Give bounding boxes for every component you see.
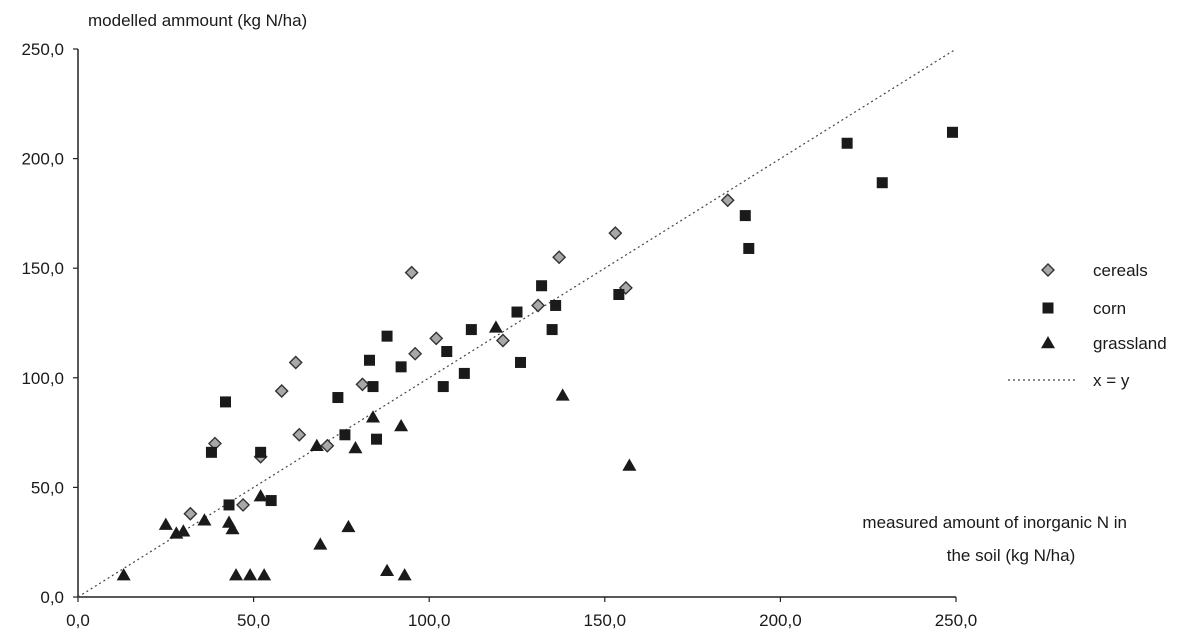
y-tick-label: 100,0 [21,369,64,388]
legend-grassland-swatch [1041,336,1055,349]
corn-point [437,381,449,393]
y-tick-label: 0,0 [40,588,64,607]
tick-labels: 0,0 50,0 100,0 150,0 200,0 250,0 0,0 50,0 100,0 1… [21,40,977,630]
corn-point [220,396,232,408]
corn-point [511,306,523,318]
grassland-point [229,568,244,581]
cereals-point [292,427,307,442]
identity-line [77,48,957,598]
x-tick-label: 0,0 [66,611,90,630]
corn-point [381,330,393,342]
grassland-point [555,388,570,401]
grassland-point [348,440,363,454]
corn-point [265,495,277,507]
cereals-point [320,438,335,453]
x-tick-label: 200,0 [759,611,802,630]
corn-point [550,299,562,311]
x-tick-label: 100,0 [408,611,451,630]
corn-point [739,210,751,222]
grassland-point [116,568,131,581]
corn-point [743,242,755,254]
corn-point [458,367,470,379]
corn-point [613,289,625,301]
legend-label: grassland [1093,334,1167,353]
x-tick-label: 50,0 [237,611,270,630]
corn-point [876,177,888,189]
x-tick-label: 250,0 [935,611,978,630]
corn-point [546,324,558,336]
corn-point [465,324,477,336]
grassland-point [380,563,395,576]
x-axis-title-line-1: measured amount of inorganic N in [862,513,1127,532]
y-tick-label: 200,0 [21,150,64,169]
y-tick-label: 50,0 [31,478,64,497]
corn-point [255,446,267,458]
y-tick-label: 250,0 [21,40,64,59]
cereals-point [408,346,423,361]
grassland-point [488,320,503,333]
grassland-point [225,522,240,535]
grassland-point [394,419,409,432]
legend-cereals-swatch [1041,263,1055,277]
grassland-point [176,524,191,537]
corn-point [841,137,853,149]
corn-point [441,345,453,357]
corn-point [367,381,379,393]
legend-label: x = y [1093,371,1130,390]
x-axis-title-line-2: the soil (kg N/ha) [947,546,1076,565]
cereals-point [720,193,735,208]
cereals-point [552,250,567,265]
corn-point [395,361,407,373]
legend-label: corn [1093,299,1126,318]
grassland-point [397,568,412,581]
grassland-point [309,438,324,452]
legend: cereals corn grassland x = y [1008,261,1167,390]
cereals-point [608,226,623,241]
cereals-point [404,265,419,280]
corn-point [339,429,351,441]
cereals-point [183,506,198,521]
cereals-point [274,383,289,398]
data-marks [77,48,958,598]
grassland-point [313,537,328,550]
corn-point [205,446,217,458]
cereals-point [288,355,303,370]
legend-label: cereals [1093,261,1148,280]
grassland-point [366,410,381,423]
legend-corn-swatch [1042,302,1054,314]
corn-point [536,280,548,292]
corn-point [363,354,375,366]
axes [73,48,957,602]
x-axis-title: measured amount of inorganic N in the so… [862,513,1127,565]
cereals-point [355,377,370,392]
y-axis-title: modelled ammount (kg N/ha) [88,11,307,30]
cereals-point [429,331,444,346]
grassland-point [158,517,173,530]
grassland-point [257,568,272,581]
x-tick-label: 150,0 [584,611,627,630]
grassland-point [622,458,637,471]
corn-point [223,499,235,511]
cereals-point [236,497,251,512]
corn-point [515,356,527,368]
grassland-point [253,489,268,502]
grassland-point [341,519,356,533]
grassland-point [197,513,212,526]
cereals-point [495,333,510,348]
y-tick-label: 150,0 [21,259,64,278]
corn-point [332,392,344,404]
grassland-point [243,568,258,581]
cereals-point [531,298,546,313]
corn-point [371,433,383,445]
corn-point [946,126,958,138]
